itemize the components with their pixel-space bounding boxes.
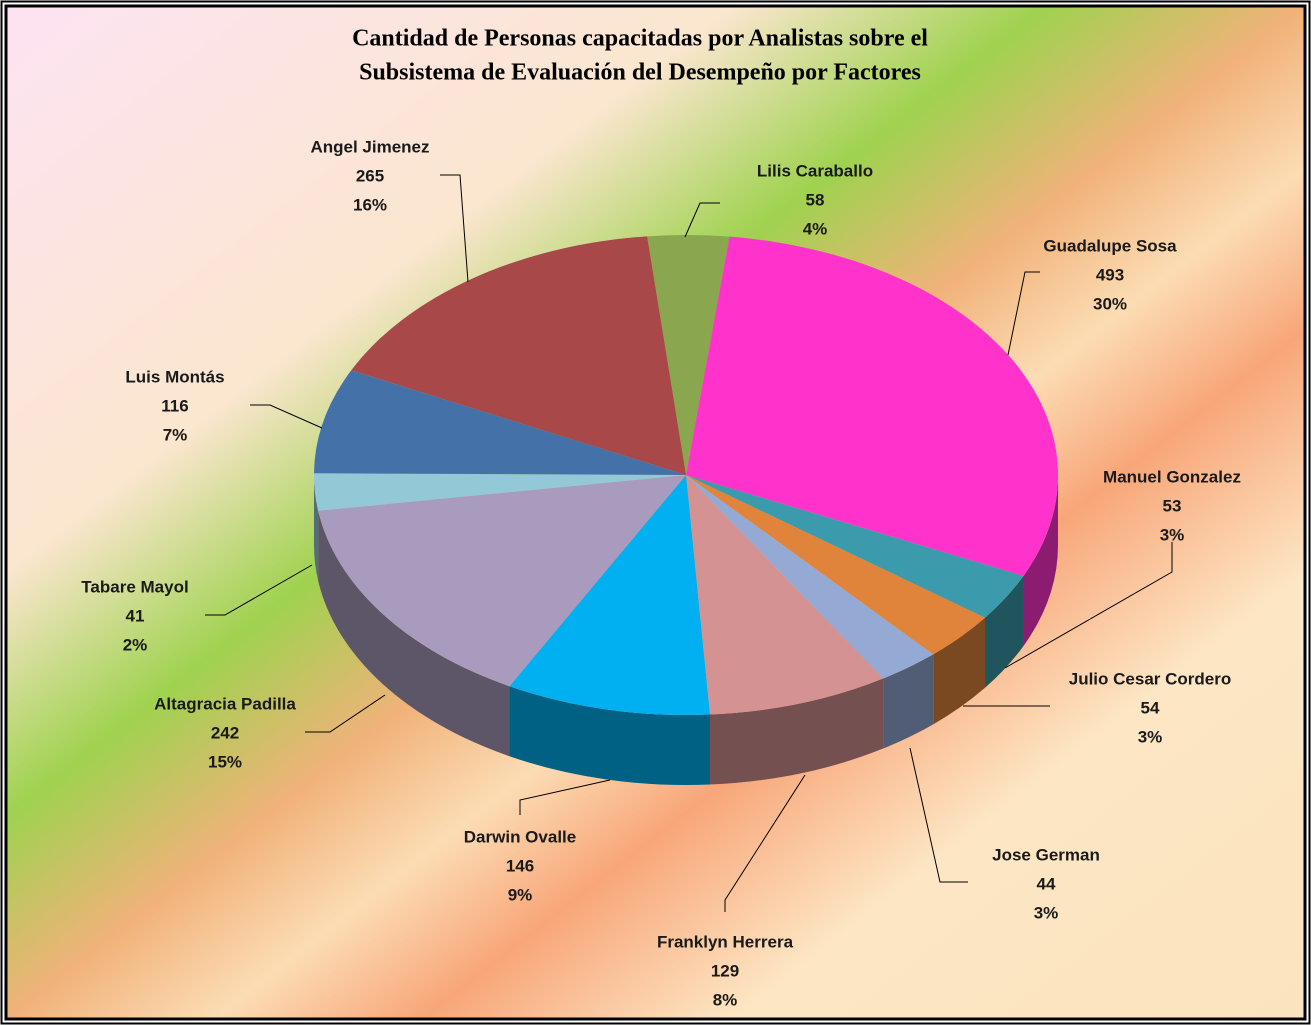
data-label-value: 58: [806, 190, 825, 209]
leader-line: [1007, 271, 1040, 356]
data-label-value: 493: [1096, 265, 1124, 284]
slice: [647, 235, 730, 475]
leader-line: [909, 747, 968, 883]
data-label-name: Angel Jimenez: [310, 137, 429, 156]
data-label-value: 41: [126, 606, 145, 625]
data-label-name: Franklyn Herrera: [657, 932, 794, 951]
slice: [686, 475, 1024, 618]
data-label-percent: 2%: [123, 635, 148, 654]
leader-line: [305, 694, 386, 733]
leader-line: [724, 774, 806, 912]
data-label-percent: 15%: [208, 752, 242, 771]
slice: [686, 475, 986, 655]
data-label-value: 116: [161, 396, 188, 415]
data-label-percent: 3%: [1160, 525, 1185, 544]
slice: [318, 475, 686, 687]
leader-line: [440, 174, 469, 283]
slice: [686, 475, 934, 679]
slice: [509, 475, 710, 715]
data-label-name: Altagracia Padilla: [154, 694, 296, 713]
data-label-value: 146: [506, 856, 534, 875]
leader-line: [519, 779, 611, 815]
slice: [314, 473, 686, 511]
data-label-percent: 30%: [1093, 294, 1127, 313]
slice-side: [883, 654, 934, 749]
slice: [351, 236, 686, 475]
data-label-percent: 3%: [1034, 903, 1059, 922]
data-label-percent: 3%: [1138, 727, 1163, 746]
slice-side: [709, 678, 884, 785]
data-label-name: Darwin Ovalle: [464, 827, 576, 846]
leader-line: [684, 202, 720, 238]
data-label-name: Jose German: [992, 845, 1100, 864]
slice-side: [933, 617, 986, 725]
slice: [686, 475, 884, 715]
data-label-percent: 16%: [353, 195, 387, 214]
data-label-name: Julio Cesar Cordero: [1069, 669, 1232, 688]
data-label-value: 265: [356, 166, 384, 185]
data-label-value: 54: [1141, 698, 1160, 717]
data-label-value: 53: [1163, 496, 1182, 515]
slice-side: [509, 686, 710, 786]
slice-side: [1023, 475, 1058, 646]
slice-side: [314, 475, 319, 581]
data-label-name: Guadalupe Sosa: [1043, 236, 1177, 255]
slice-side: [318, 510, 510, 757]
data-label-name: Luis Montás: [125, 367, 224, 386]
leader-line: [205, 564, 313, 616]
slice-side: [985, 575, 1024, 688]
data-label-name: Lilis Caraballo: [757, 161, 873, 180]
data-label-name: Manuel Gonzalez: [1103, 467, 1241, 486]
leader-line: [250, 404, 323, 429]
chart-title: Cantidad de Personas capacitadas por Ana…: [352, 26, 928, 52]
leader-line: [1004, 542, 1173, 669]
slice: [686, 236, 1058, 576]
data-label-value: 242: [211, 723, 239, 742]
data-label-name: Tabare Mayol: [81, 577, 188, 596]
slice: [314, 370, 686, 475]
data-label-percent: 7%: [163, 425, 188, 444]
data-label-value: 129: [711, 961, 739, 980]
data-label-value: 44: [1037, 874, 1056, 893]
data-label-percent: 8%: [713, 990, 738, 1009]
data-label-percent: 4%: [803, 219, 828, 238]
chart-title: Subsistema de Evaluación del Desempeño p…: [359, 60, 921, 86]
data-label-percent: 9%: [508, 885, 533, 904]
